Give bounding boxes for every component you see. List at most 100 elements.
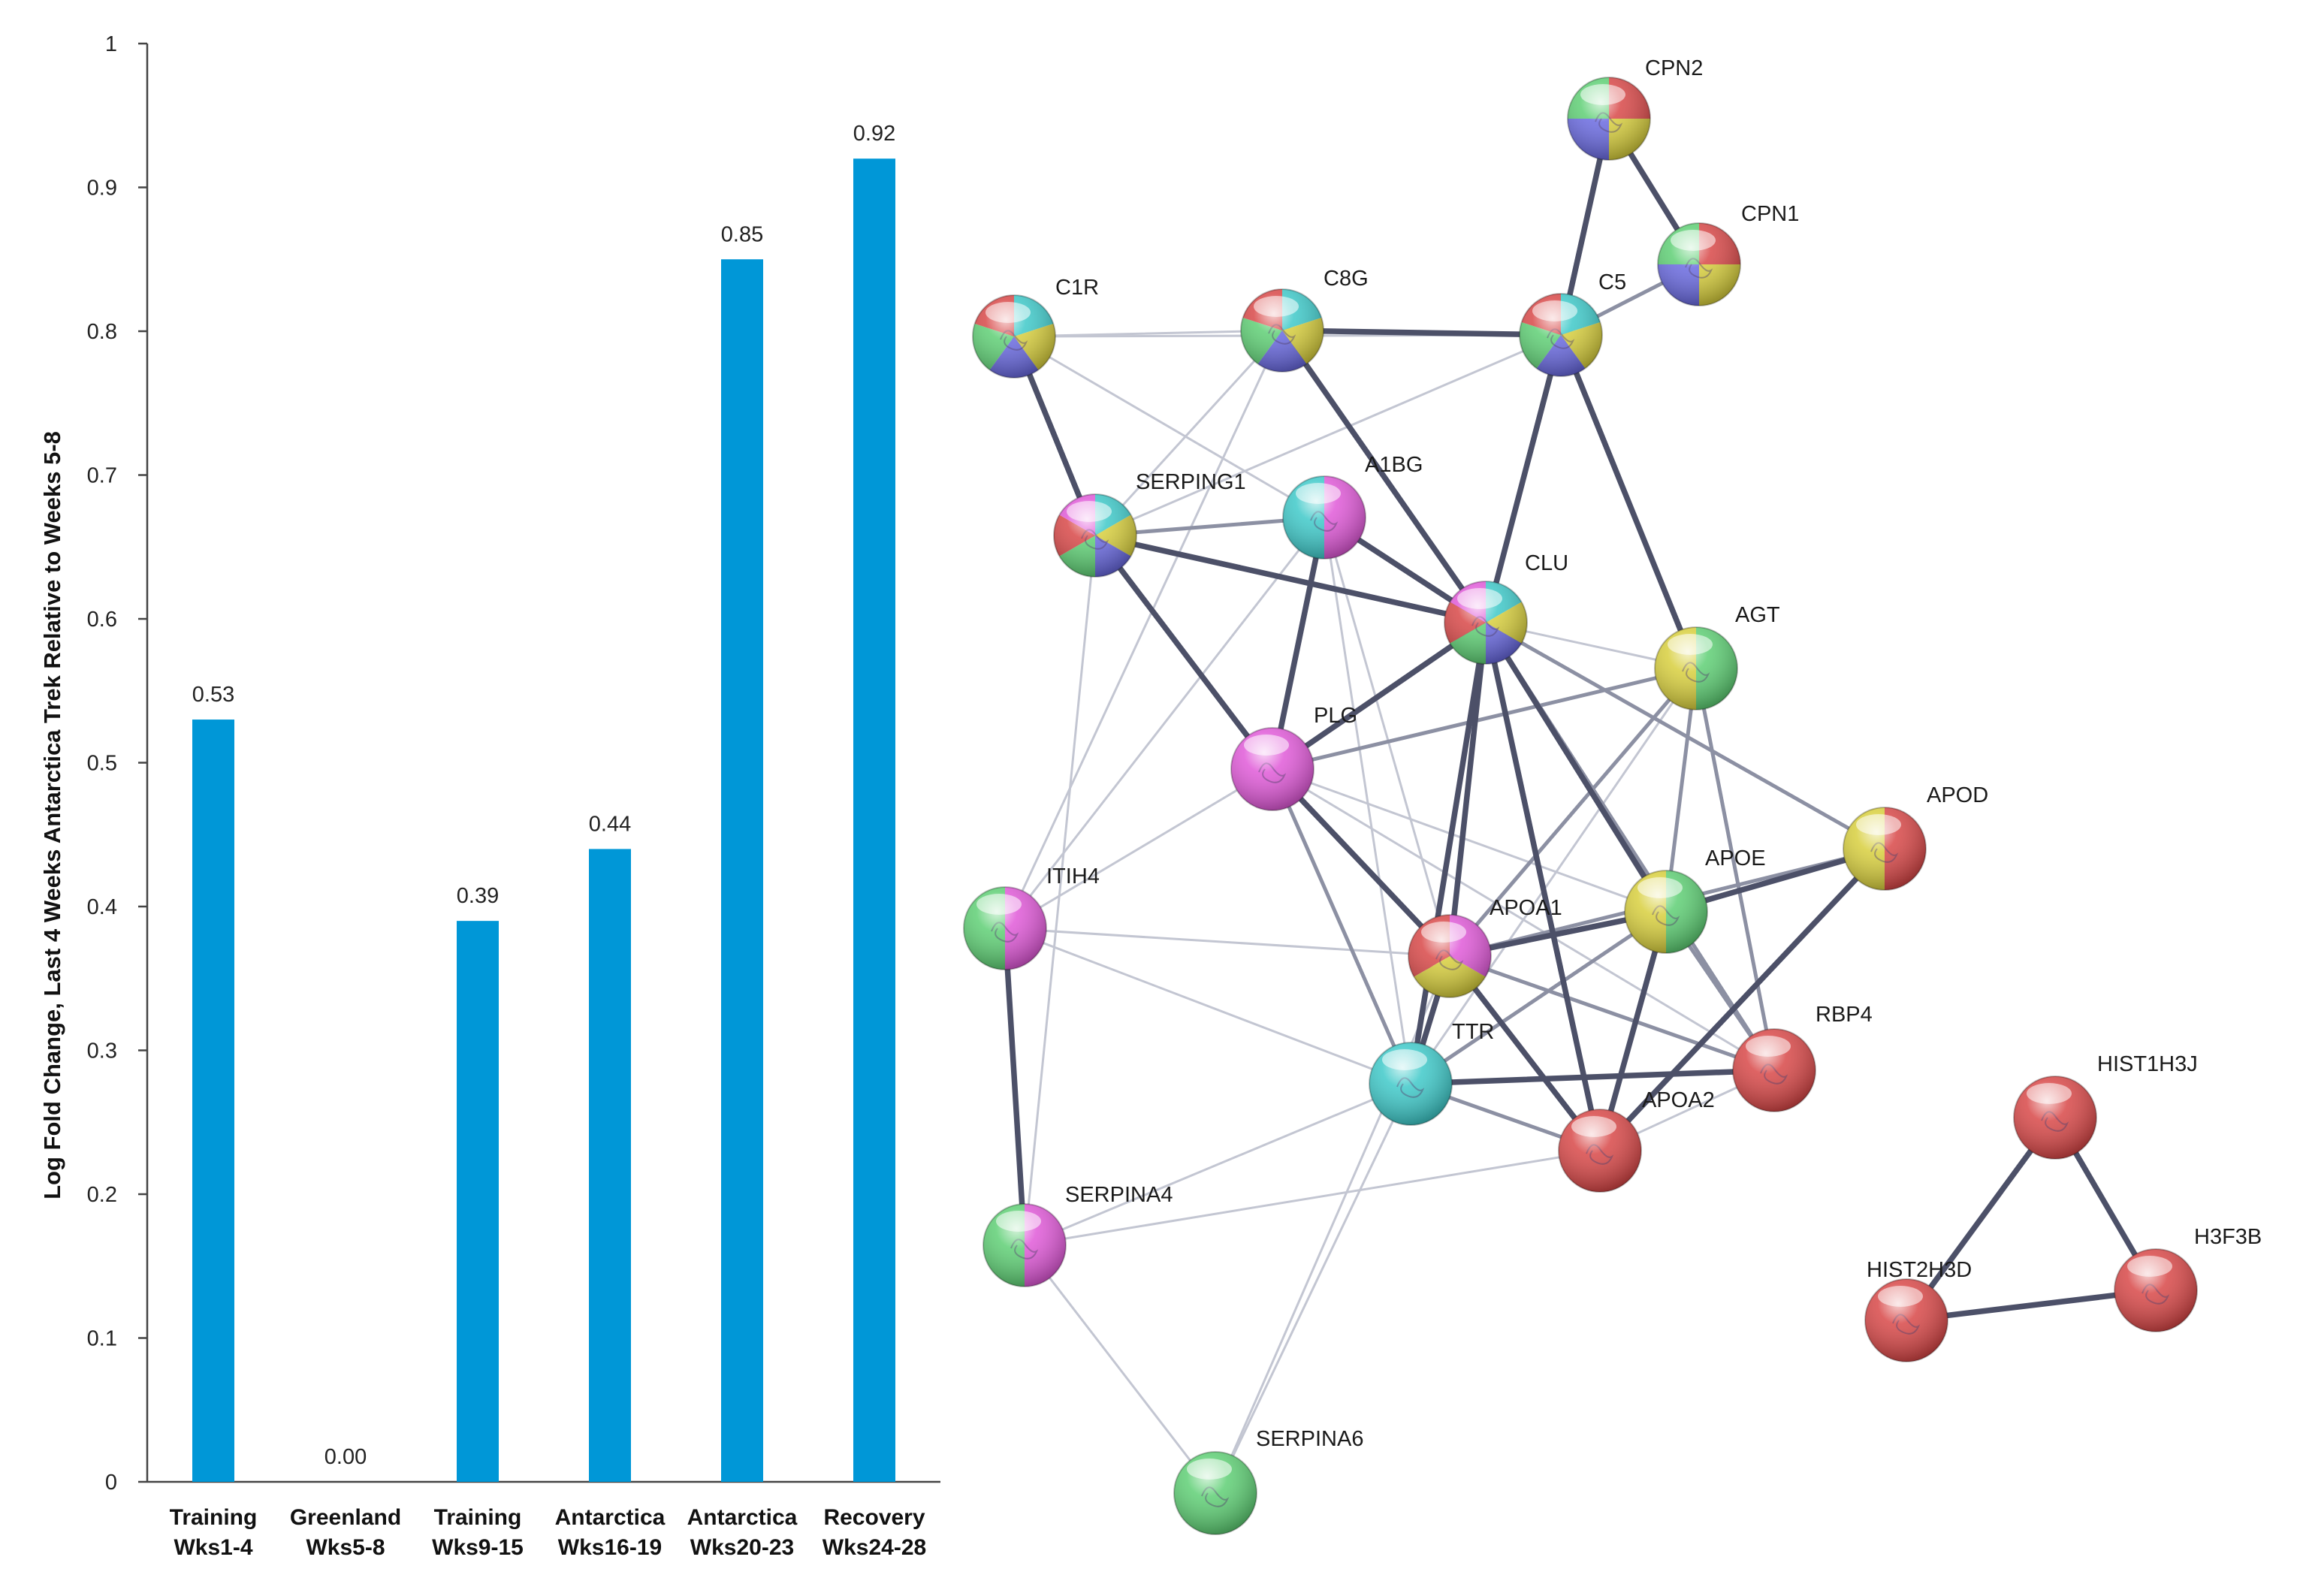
node-outline [1624,870,1708,954]
node-highlight [1671,230,1716,251]
bar-value-label: 0.00 [324,1445,367,1469]
y-tick-label: 0.9 [87,176,117,201]
network-edge [1004,768,1274,930]
network-edge [1094,329,1284,537]
bar [721,259,763,1482]
x-category-label: Wks20-23 [690,1535,794,1560]
node-label: PLG [1314,704,1357,728]
network-edge [1447,954,1776,1073]
node-label: H3F3B [2194,1225,2262,1249]
node-outline [1282,475,1366,560]
network-edge [1558,332,1699,671]
node-highlight [1296,483,1341,504]
network-node: CLU [1444,551,1568,665]
protein-network: CPN2 CPN1 C1R C8G C5 SERPING1 A1BG CLU AGT PLG APO… [963,56,2262,1535]
node-label: TTR [1452,1020,1494,1044]
node-label: APOD [1927,783,1988,807]
node-highlight [2127,1256,2172,1277]
bar-value-label: 0.44 [589,812,631,836]
network-node: C5 [1519,270,1626,377]
x-category-label: Wks16-19 [558,1535,662,1560]
network-edge [1409,667,1698,1085]
x-category-label: Training [434,1505,522,1530]
network-edge [1270,767,1413,1086]
network-edge [1092,533,1489,626]
y-tick-label: 0.2 [87,1183,117,1207]
network-edge [1269,620,1489,772]
network-edge [1484,620,1887,851]
network-edge [1023,534,1097,1247]
node-outline [1657,222,1741,306]
network-node: C1R [972,276,1099,379]
network-edge [1023,1149,1601,1247]
node-outline [1558,1109,1642,1193]
bar-value-label: 0.39 [457,884,499,908]
network-node: ITIH4 [963,864,1100,970]
x-category-label: Wks24-28 [823,1535,926,1560]
node-highlight [1856,814,1901,835]
x-category-label: Greenland [290,1505,401,1530]
node-label: C5 [1598,270,1626,294]
network-edge [1004,329,1284,930]
network-edge [1483,332,1564,626]
x-category-label: Wks1-4 [174,1535,252,1560]
network-node: APOA2 [1558,1088,1715,1193]
network-node: PLG [1230,704,1357,811]
network-edge [1408,1067,1777,1087]
node-label: APOA2 [1642,1088,1715,1112]
node-outline [1567,77,1651,161]
network-edge [1903,1287,2159,1323]
y-tick-label: 0.4 [87,895,117,919]
bar [589,849,631,1482]
node-outline [2114,1248,2198,1332]
network-edge [1269,514,1327,772]
bar [457,921,499,1482]
node-highlight [1254,296,1299,317]
node-outline [1240,288,1324,373]
network-node: CPN2 [1567,56,1703,161]
y-tick-label: 1 [105,32,117,56]
y-tick-label: 0 [105,1471,117,1495]
network-edge [1214,1082,1412,1495]
network-node: HIST1H3J [2013,1052,2198,1160]
network-edge [1094,333,1562,537]
network-edge [1447,666,1698,958]
network-edge [1004,927,1412,1085]
y-tick-label: 0.8 [87,320,117,344]
node-label: SERPINA4 [1065,1183,1173,1207]
node-highlight [1532,300,1577,321]
network-edge [1903,1115,2058,1323]
node-outline [1173,1451,1257,1535]
node-outline [963,886,1047,970]
network-edge [1002,925,1028,1248]
node-label: AGT [1735,603,1780,627]
network-node: AGT [1654,603,1780,711]
network-node: A1BG [1282,453,1423,560]
node-outline [1230,727,1315,811]
node-highlight [1421,922,1466,943]
node-highlight [1067,501,1112,522]
network-node: RBP4 [1732,1003,1873,1112]
node-highlight [1382,1049,1427,1070]
node-label: SERPING1 [1136,470,1246,494]
bar-axes [146,44,940,1483]
node-highlight [1878,1286,1923,1307]
node-label: ITIH4 [1046,864,1100,889]
network-node: TTR [1369,1020,1494,1126]
node-highlight [1637,877,1683,898]
network-edge [1597,846,1888,1154]
network-node: HIST2H3D [1864,1258,1972,1362]
bar-y-ticks: 0 0.1 0.2 0.3 0.4 0.5 0.6 0.7 0.8 0.9 1 [87,32,147,1495]
node-outline [1519,293,1603,377]
node-highlight [996,1211,1041,1232]
node-outline [1408,914,1492,998]
node-label: RBP4 [1816,1003,1873,1027]
network-edge [1447,620,1489,959]
bar [192,720,234,1482]
node-label: CLU [1525,551,1568,575]
node-highlight [2027,1083,2072,1104]
x-category-label: Antarctica [555,1505,666,1530]
network-edge [1694,666,1776,1073]
node-highlight [1580,84,1625,105]
node-highlight [1746,1036,1791,1057]
